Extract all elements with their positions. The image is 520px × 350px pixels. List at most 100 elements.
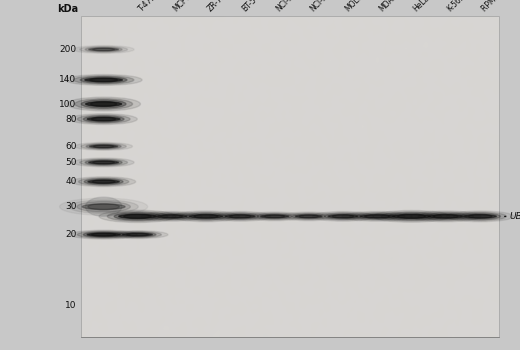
- Ellipse shape: [67, 97, 140, 111]
- Ellipse shape: [388, 213, 435, 220]
- Ellipse shape: [319, 212, 367, 220]
- Ellipse shape: [127, 233, 148, 236]
- Ellipse shape: [281, 212, 336, 221]
- Ellipse shape: [85, 47, 122, 52]
- Text: 50: 50: [65, 158, 76, 167]
- Ellipse shape: [70, 230, 137, 239]
- Ellipse shape: [190, 215, 223, 218]
- Text: HeLa: HeLa: [411, 0, 432, 13]
- Ellipse shape: [229, 215, 251, 218]
- Ellipse shape: [141, 211, 202, 221]
- Ellipse shape: [77, 202, 131, 212]
- Text: 40: 40: [65, 177, 76, 186]
- Ellipse shape: [433, 215, 458, 218]
- Ellipse shape: [99, 210, 176, 223]
- Text: 200: 200: [59, 45, 76, 54]
- Text: ZR-75-1: ZR-75-1: [206, 0, 234, 13]
- Ellipse shape: [324, 214, 361, 219]
- Text: 80: 80: [65, 114, 76, 124]
- Ellipse shape: [73, 158, 134, 167]
- Ellipse shape: [381, 212, 441, 221]
- Ellipse shape: [453, 212, 506, 220]
- Ellipse shape: [89, 145, 118, 148]
- Ellipse shape: [328, 215, 358, 218]
- Text: kDa: kDa: [57, 4, 78, 14]
- Ellipse shape: [418, 212, 473, 220]
- Text: T-47D: T-47D: [137, 0, 160, 13]
- Ellipse shape: [107, 231, 168, 239]
- Text: MOLT-4: MOLT-4: [343, 0, 369, 13]
- Ellipse shape: [85, 197, 122, 216]
- Ellipse shape: [90, 78, 118, 82]
- Ellipse shape: [80, 159, 127, 166]
- Ellipse shape: [464, 215, 497, 218]
- Ellipse shape: [295, 215, 322, 218]
- Ellipse shape: [216, 212, 264, 220]
- Ellipse shape: [460, 213, 500, 219]
- Ellipse shape: [360, 215, 394, 218]
- Ellipse shape: [124, 214, 151, 218]
- Ellipse shape: [292, 214, 326, 219]
- Text: MDA-MB-231: MDA-MB-231: [377, 0, 418, 13]
- Ellipse shape: [73, 46, 134, 53]
- Ellipse shape: [90, 102, 117, 106]
- Ellipse shape: [75, 99, 133, 110]
- FancyBboxPatch shape: [81, 16, 499, 337]
- Ellipse shape: [81, 100, 126, 108]
- Text: NCI-H1299: NCI-H1299: [275, 0, 310, 13]
- Ellipse shape: [428, 215, 463, 218]
- Ellipse shape: [194, 215, 218, 218]
- Ellipse shape: [446, 211, 514, 222]
- Ellipse shape: [179, 212, 232, 220]
- Ellipse shape: [172, 211, 240, 222]
- Ellipse shape: [79, 178, 129, 186]
- Ellipse shape: [70, 114, 137, 125]
- Text: RPMI 8226: RPMI 8226: [480, 0, 515, 13]
- Text: K-562: K-562: [446, 0, 467, 13]
- Ellipse shape: [332, 215, 354, 218]
- Text: NCI-H226: NCI-H226: [309, 0, 341, 13]
- Ellipse shape: [393, 215, 430, 218]
- Ellipse shape: [373, 210, 450, 222]
- Ellipse shape: [80, 77, 127, 83]
- Ellipse shape: [123, 233, 152, 236]
- Text: BT-549: BT-549: [240, 0, 265, 13]
- Text: 60: 60: [65, 142, 76, 151]
- Ellipse shape: [261, 215, 289, 218]
- Text: 20: 20: [65, 230, 76, 239]
- Ellipse shape: [342, 211, 412, 221]
- Ellipse shape: [89, 48, 119, 51]
- Ellipse shape: [148, 212, 196, 220]
- Ellipse shape: [410, 211, 481, 222]
- Ellipse shape: [82, 204, 125, 209]
- Ellipse shape: [88, 204, 120, 210]
- Ellipse shape: [93, 161, 114, 164]
- Ellipse shape: [92, 117, 115, 121]
- Ellipse shape: [77, 115, 130, 123]
- Ellipse shape: [225, 215, 255, 218]
- Ellipse shape: [93, 48, 114, 51]
- Ellipse shape: [264, 215, 285, 218]
- Ellipse shape: [468, 215, 492, 218]
- Ellipse shape: [93, 145, 114, 148]
- Ellipse shape: [83, 116, 124, 122]
- Ellipse shape: [87, 117, 120, 121]
- Ellipse shape: [222, 214, 259, 219]
- Ellipse shape: [157, 215, 187, 218]
- Ellipse shape: [114, 212, 161, 220]
- Ellipse shape: [84, 179, 123, 185]
- Ellipse shape: [92, 180, 115, 183]
- Ellipse shape: [299, 215, 318, 218]
- Ellipse shape: [85, 160, 122, 165]
- Ellipse shape: [313, 211, 373, 221]
- Ellipse shape: [89, 161, 119, 164]
- Ellipse shape: [92, 233, 115, 236]
- Text: 100: 100: [59, 99, 76, 108]
- Text: 10: 10: [65, 301, 76, 310]
- Ellipse shape: [245, 212, 303, 221]
- Ellipse shape: [72, 177, 136, 187]
- Ellipse shape: [398, 214, 425, 218]
- Text: 140: 140: [59, 76, 76, 84]
- Ellipse shape: [85, 78, 122, 82]
- Ellipse shape: [210, 211, 271, 221]
